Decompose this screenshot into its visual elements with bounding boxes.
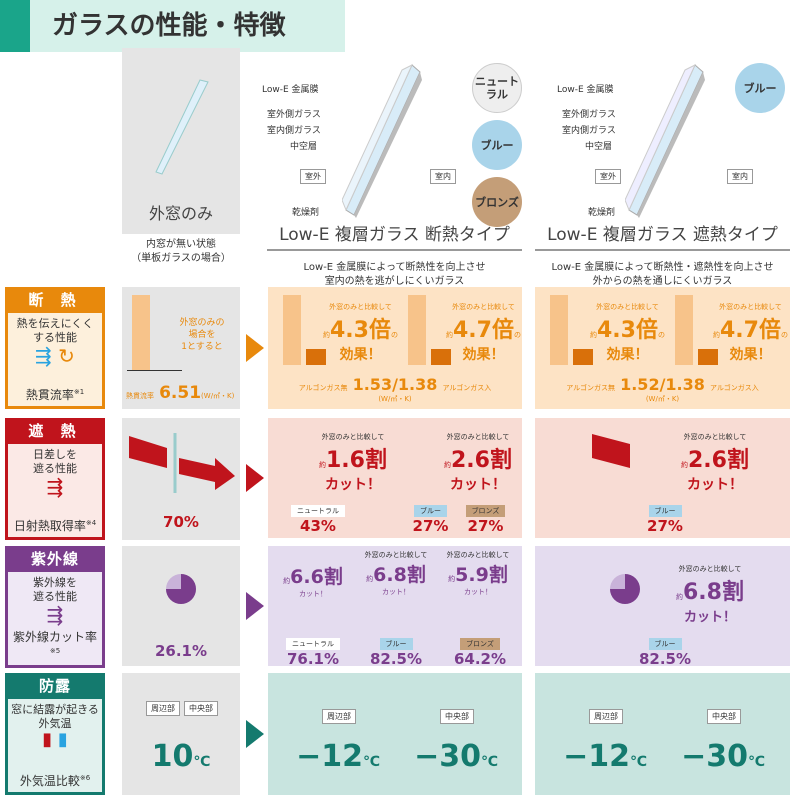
- single-glass-icon: [155, 79, 209, 175]
- row-label-insulation: 断 熱 熱を伝えにくく する性能 ⇶ ↻ 熱貫流率※1: [5, 287, 105, 409]
- title-accent: [0, 0, 30, 52]
- arrow-right-icon: [246, 720, 264, 748]
- label-outside: 室外: [595, 169, 621, 184]
- label-outer-glass: 室外側ガラス: [267, 110, 321, 120]
- single-glass-header: 外窓のみ 内窓が無い状態 （単板ガラスの場合）: [122, 48, 240, 270]
- shield-type-title: Low-E 複層ガラス 遮熱タイプ: [535, 220, 790, 251]
- sun-arrow-icon: [129, 433, 235, 493]
- color-neutral: ニュートラル: [472, 63, 522, 113]
- shield-type-dew-panel: 周辺部 中央部 −12℃ −30℃: [535, 673, 790, 795]
- label-hollow: 中空層: [290, 142, 318, 152]
- single-insulation-panel: 外窓のみの 場合を 1とすると 熱貫流率 6.51(W/㎡・K): [122, 287, 240, 409]
- insulation-type-dew-panel: 周辺部 中央部 −12℃ −30℃: [268, 673, 522, 795]
- sun-arrow-icon: [592, 434, 630, 468]
- arrow-right-icon: [246, 334, 264, 362]
- uv-icon: ⇶: [46, 603, 64, 627]
- shield-type-solar-panel: 外窓のみと比較して 約2.6割 カット！ ブルー 27%: [535, 418, 790, 538]
- color-bronze: ブロンズ: [472, 177, 522, 227]
- insulation-type-desc: Low-E 金属膜によって断熱性を向上させ 室内の熱を逃がしにくいガラス: [303, 262, 486, 287]
- single-dew-panel: 周辺部 中央部 10℃: [122, 673, 240, 795]
- heat-flow-icon: ⇶ ↻: [35, 344, 75, 368]
- insulation-type-title: Low-E 複層ガラス 断熱タイプ: [267, 220, 522, 251]
- label-hollow: 中空層: [585, 142, 613, 152]
- insulation-type-insulation-panel: 外窓のみと比較して 約4.3倍の 効果！ 外窓のみと比較して 約4.7倍の 効果！ アル…: [268, 287, 522, 409]
- double-glass-icon: [625, 63, 705, 218]
- arrow-right-icon: [246, 592, 264, 620]
- label-inside: 室内: [430, 169, 456, 184]
- label-inner-glass: 室内側ガラス: [562, 126, 616, 136]
- single-solar-panel: 70%: [122, 418, 240, 540]
- shield-type-desc: Low-E 金属膜によって断熱性・遮熱性を向上させ 外からの熱を通しにくいガラス: [551, 262, 774, 287]
- row-label-dew: 防露 窓に結露が起きる 外気温 ▮ ▮ 外気温比較※6: [5, 673, 105, 795]
- row-label-solar: 遮 熱 日差しを 遮る性能 ⇶ 日射熱取得率※4: [5, 418, 105, 540]
- single-uv-panel: 26.1%: [122, 546, 240, 666]
- thermometer-icon: ▮ ▮: [42, 729, 68, 750]
- label-inside: 室内: [727, 169, 753, 184]
- solar-heat-icon: ⇶: [46, 475, 64, 499]
- shield-type-insulation-panel: 外窓のみと比較して 約4.3倍の 効果！ 外窓のみと比較して 約4.7倍の 効果！ アル…: [535, 287, 790, 409]
- insulation-type-header: Low-E 金属膜 室外側ガラス 室内側ガラス 中空層 室外 室内 乾燥剤 ニュ…: [262, 55, 524, 287]
- label-desiccant: 乾燥剤: [588, 208, 616, 218]
- page-title: ガラスの性能・特徴: [30, 0, 345, 52]
- label-desiccant: 乾燥剤: [292, 208, 320, 218]
- sun-icon: [610, 574, 640, 604]
- insulation-type-solar-panel: 外窓のみと比較して 約1.6割 カット！ 外窓のみと比較して 約2.6割 カット！ ニュ…: [268, 418, 522, 538]
- color-blue: ブルー: [735, 63, 785, 113]
- bar: [132, 295, 150, 370]
- label-inner-glass: 室内側ガラス: [267, 126, 321, 136]
- insulation-type-uv-panel: 約6.6割 カット！ 外窓のみと比較して 約6.8割 カット！ 外窓のみと比較して 約5…: [268, 546, 522, 668]
- color-blue: ブルー: [472, 120, 522, 170]
- shield-type-uv-panel: 外窓のみと比較して 約6.8割 カット！ ブルー 82.5%: [535, 546, 790, 668]
- row-label-uv: 紫外線 紫外線を 遮る性能 ⇶ 紫外線カット率※5: [5, 546, 105, 668]
- label-low-e: Low-E 金属膜: [262, 85, 319, 95]
- shield-type-header: Low-E 金属膜 室外側ガラス 室内側ガラス 中空層 室外 室内 乾燥剤 ブル…: [530, 55, 792, 287]
- double-glass-icon: [342, 63, 422, 218]
- sun-icon: [166, 574, 196, 604]
- label-outside: 室外: [300, 169, 326, 184]
- label-outer-glass: 室外側ガラス: [562, 110, 616, 120]
- label-low-e: Low-E 金属膜: [557, 85, 614, 95]
- single-name: 外窓のみ: [148, 204, 213, 223]
- single-caption: 内窓が無い状態 （単板ガラスの場合）: [122, 234, 240, 270]
- arrow-right-icon: [246, 464, 264, 492]
